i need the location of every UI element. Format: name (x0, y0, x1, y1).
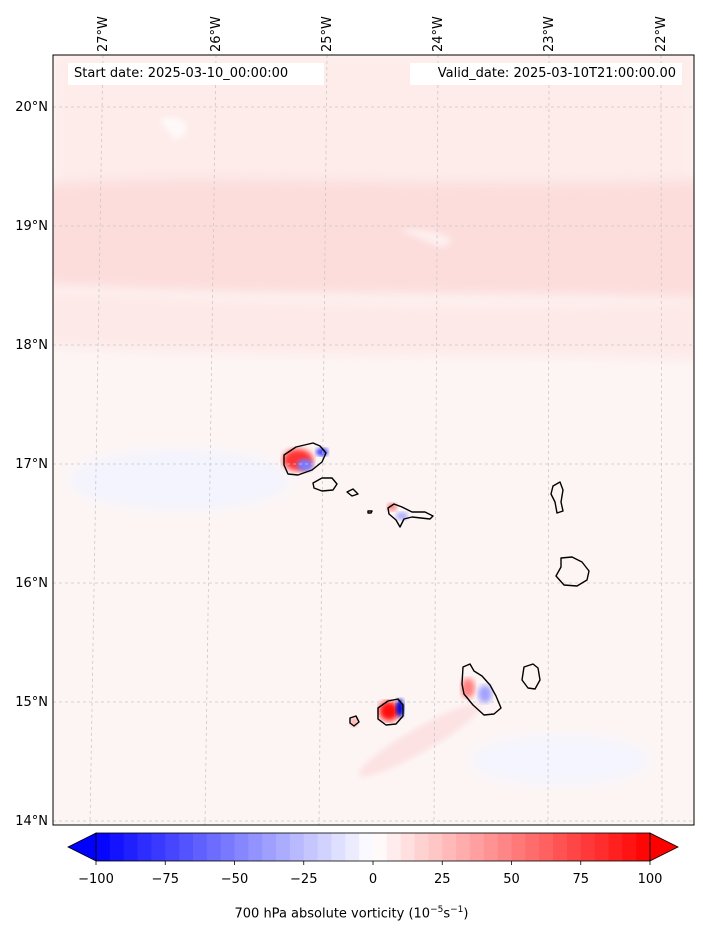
hotspot-santo-antao-blue (297, 459, 313, 471)
map-frame (52, 54, 695, 826)
lat-label: 14°N (15, 814, 48, 829)
colorbar-segment (345, 833, 360, 861)
latitude-labels: 20°N 19°N 18°N 17°N 16°N 15°N 14°N (15, 100, 48, 829)
island-sal (550, 481, 564, 514)
colorbar-ticks: −100 −75 −50 −25 0 25 50 75 100 (78, 861, 662, 887)
colorbar-segment (539, 833, 554, 861)
island-branco (367, 510, 373, 514)
colorbar-segment (262, 833, 277, 861)
island-boa-vista (555, 556, 590, 587)
colorbar-segment (566, 833, 582, 861)
colorbar-tick-label: −75 (152, 872, 179, 887)
colorbar-high-extend (649, 832, 679, 862)
colorbar-segment (220, 833, 236, 861)
colorbar-segment (414, 833, 429, 861)
colorbar-segment (276, 833, 291, 861)
colorbar-tick-label: −50 (221, 872, 248, 887)
colorbar-segment (622, 833, 637, 861)
colorbar-segment (331, 833, 346, 861)
colorbar-segment (580, 833, 596, 861)
lon-label: 25°W (320, 16, 335, 52)
island-santiago (461, 663, 502, 716)
colorbar-segment (373, 833, 388, 861)
colorbar-segment (636, 833, 651, 861)
colorbar-segment (317, 833, 333, 861)
colorbar-segment (497, 833, 513, 861)
lon-label: 26°W (209, 16, 224, 52)
colorbar-low-extend (67, 832, 97, 862)
colorbar-label: 700 hPa absolute vorticity (10−5s−1) (0, 905, 703, 921)
vorticity-field (53, 55, 694, 825)
island-brava (349, 715, 360, 727)
colorbar-segment (511, 833, 526, 861)
colorbar-segment (206, 833, 222, 861)
colorbar-segment (123, 833, 139, 861)
band-18n (53, 290, 694, 360)
colorbar-segment (234, 833, 249, 861)
island-maio (521, 663, 541, 690)
colorbar-tick-label: −100 (78, 872, 114, 887)
colorbar-label-exp2: −1 (450, 905, 464, 915)
lat-label: 17°N (15, 457, 48, 472)
hotspot-fogo-red (379, 701, 399, 721)
colorbar-segment (96, 833, 111, 861)
colorbar-segment (192, 833, 208, 861)
lat-label: 18°N (15, 338, 48, 353)
lat-label: 19°N (15, 219, 48, 234)
gridlines (53, 55, 694, 825)
coastlines (283, 442, 590, 727)
lon-label: 27°W (96, 16, 111, 52)
lat-label: 15°N (15, 695, 48, 710)
colorbar-segment (525, 833, 540, 861)
colorbar-tick-label: −25 (290, 872, 317, 887)
colorbar-segment (151, 833, 166, 861)
colorbar-segment (608, 833, 623, 861)
band-19n (53, 179, 694, 300)
lat-label: 20°N (15, 100, 48, 115)
island-santo-antao (283, 442, 327, 476)
colorbar-segments (96, 833, 651, 861)
colorbar-segment (289, 833, 305, 861)
lat-label: 16°N (15, 576, 48, 591)
colorbar-label-text: 700 hPa absolute vorticity (10 (234, 906, 431, 922)
colorbar-segment (400, 833, 416, 861)
island-santa-luzia (346, 488, 359, 497)
colorbar-tick-label: 0 (369, 872, 377, 887)
colorbar-segment (359, 833, 374, 861)
start-date-label: Start date: 2025-03-10_00:00:00 (68, 63, 324, 85)
colorbar-tick-label: 50 (503, 872, 520, 887)
colorbar-label-unit: s (443, 906, 451, 922)
colorbar: −100 −75 −50 −25 0 25 50 75 100 (67, 832, 679, 887)
colorbar-segment (594, 833, 610, 861)
colorbar-label-exp1: −5 (430, 905, 444, 915)
longitude-labels: 27°W 26°W 25°W 24°W 23°W 22°W (96, 16, 669, 52)
valid-date-label: Valid_date: 2025-03-10T21:00:00.00 (410, 63, 682, 85)
lon-label: 22°W (654, 16, 669, 52)
island-fogo (377, 698, 404, 726)
colorbar-segment (553, 833, 568, 861)
colorbar-segment (442, 833, 457, 861)
colorbar-segment (456, 833, 471, 861)
colorbar-tick-label: 100 (638, 872, 663, 887)
colorbar-segment (469, 833, 485, 861)
colorbar-tick-label: 75 (572, 872, 589, 887)
lon-label: 24°W (431, 16, 446, 52)
colorbar-tick-label: 25 (434, 872, 451, 887)
colorbar-segment (428, 833, 443, 861)
lon-label: 23°W (542, 16, 557, 52)
colorbar-segment (165, 833, 180, 861)
colorbar-segment (248, 833, 263, 861)
colorbar-segment (303, 833, 319, 861)
colorbar-segment (137, 833, 152, 861)
colorbar-label-end: ) (463, 906, 469, 922)
colorbar-segment (483, 833, 499, 861)
colorbar-segment (109, 833, 125, 861)
colorbar-segment (179, 833, 194, 861)
island-sao-nicolau (387, 503, 434, 528)
colorbar-segment (386, 833, 402, 861)
island-sao-vicente (312, 477, 338, 492)
